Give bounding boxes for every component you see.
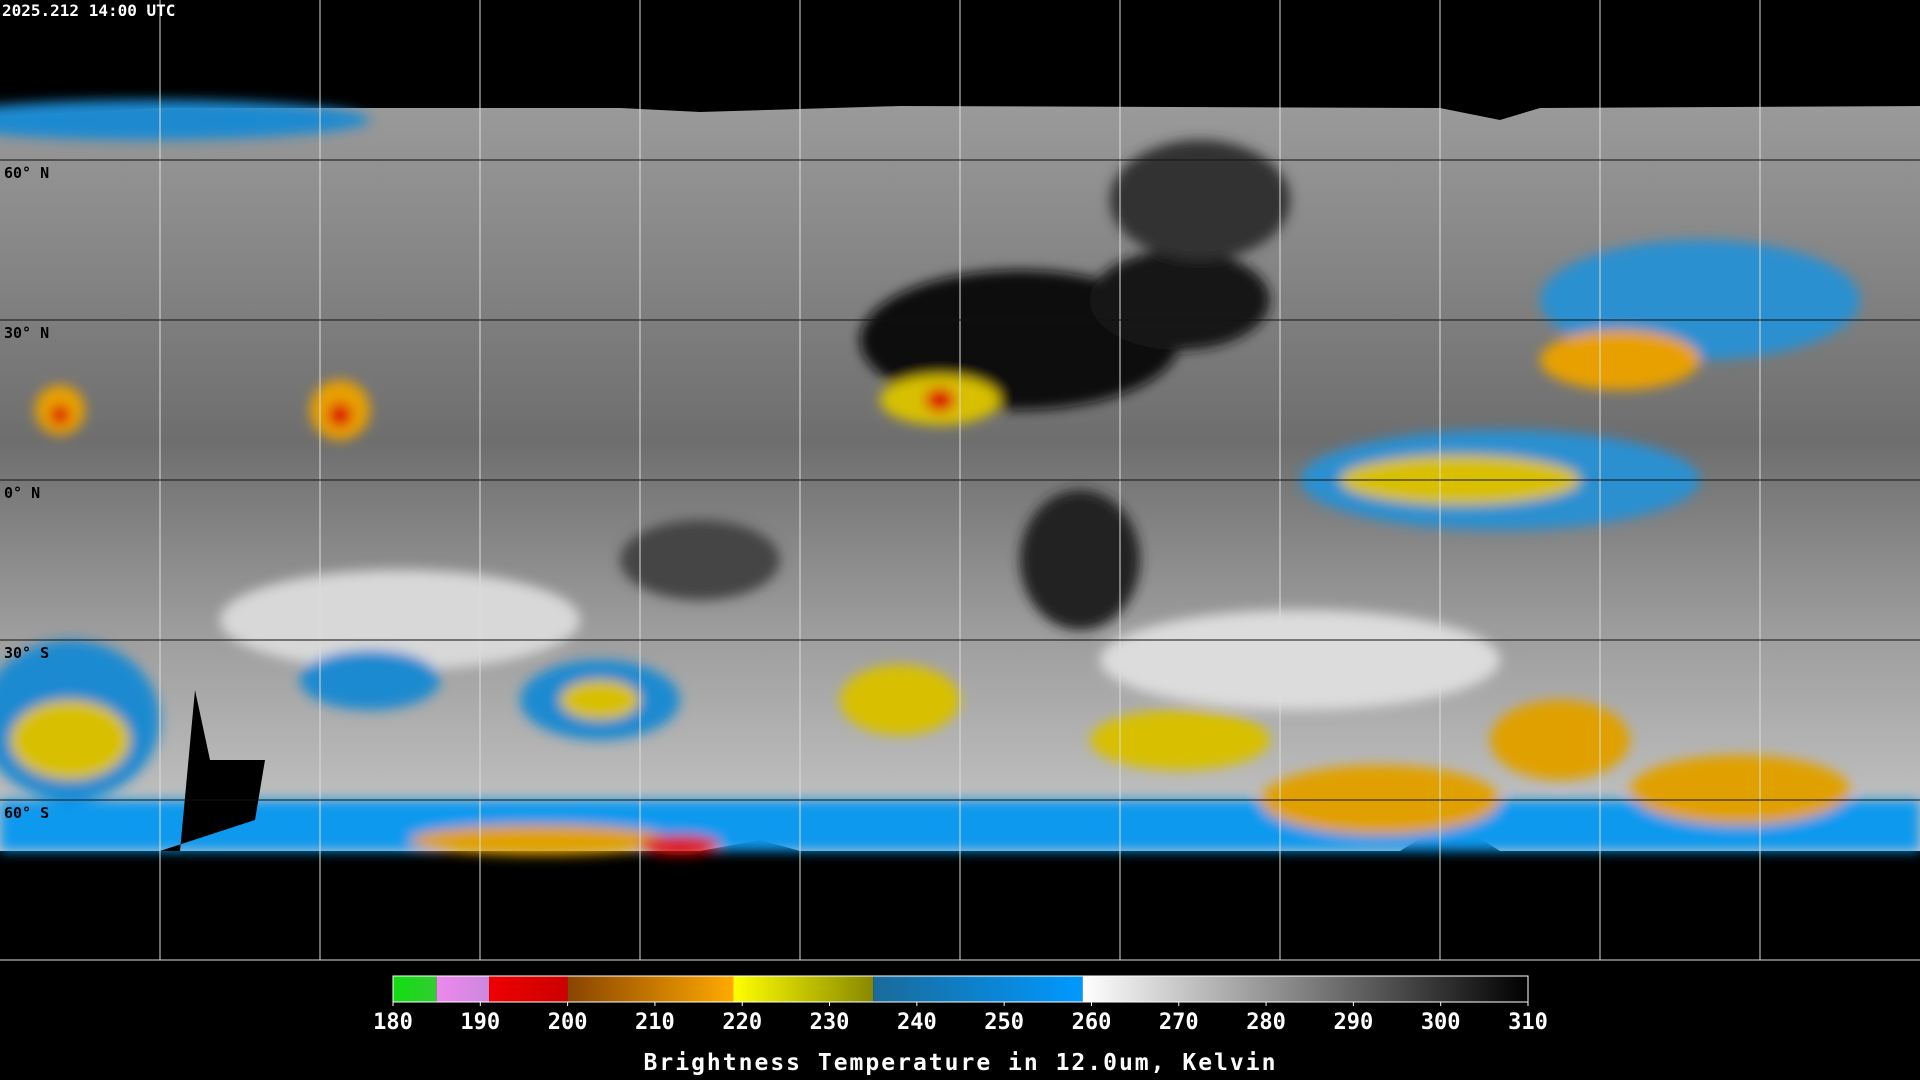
colorbar-tick-label: 250 [984, 1010, 1024, 1035]
lat-label: 0° N [4, 484, 40, 502]
colorbar-segment [489, 976, 568, 1002]
grid [0, 0, 1920, 961]
colorbar-tick-label: 290 [1334, 1010, 1374, 1035]
colorbar-tick-label: 280 [1246, 1010, 1286, 1035]
lat-label: 30° S [4, 644, 49, 662]
colorbar-frame [392, 975, 1529, 1003]
colorbar-segment [393, 976, 437, 1002]
colorbar-tick-label: 190 [460, 1010, 500, 1035]
colorbar-tick-label: 310 [1508, 1010, 1548, 1035]
colorbar-tick-label: 230 [810, 1010, 850, 1035]
colorbar-segment [1082, 976, 1528, 1002]
colorbar-segment [436, 976, 490, 1002]
colorbar-segment [733, 976, 874, 1002]
colorbar-segment [873, 976, 1083, 1002]
colorbar-tick-label: 240 [897, 1010, 937, 1035]
lat-label: 60° N [4, 164, 49, 182]
colorbar-tick-label: 180 [373, 1010, 413, 1035]
colorbar-tick-label: 270 [1159, 1010, 1199, 1035]
lat-label: 30° N [4, 324, 49, 342]
colorbar-tick-label: 260 [1072, 1010, 1112, 1035]
colorbar-tick-label: 300 [1421, 1010, 1461, 1035]
colorbar-title: Brightness Temperature in 12.0um, Kelvin [644, 1050, 1278, 1076]
colorbar-tick-label: 220 [722, 1010, 762, 1035]
colorbar-tick-label: 210 [635, 1010, 675, 1035]
colorbar-tick-label: 200 [548, 1010, 588, 1035]
lat-label: 60° S [4, 804, 49, 822]
colorbar-segment [567, 976, 734, 1002]
colorbar: 180 190 200 210 220 230 240 250 260 270 280 290 300 3… [373, 975, 1548, 1076]
timestamp: 2025.212 14:00 UTC [2, 1, 175, 20]
